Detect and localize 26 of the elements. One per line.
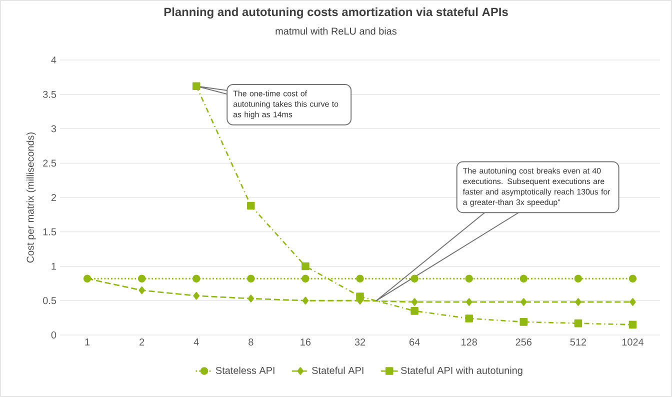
y-tick-label: 3 (51, 125, 56, 132)
y-tick-label: 1 (52, 262, 56, 270)
y-tick-label: 1.5 (43, 228, 56, 236)
x-tick-label: 512 (570, 338, 586, 346)
legend-label: Stateful API (312, 366, 364, 374)
y-tick-label: 0.5 (43, 297, 56, 304)
x-tick-label: 1024 (622, 338, 644, 346)
chart-subtitle: matmul with ReLU and bias (276, 27, 397, 35)
y-axis-title: Cost per matrix (milliseconds) (26, 132, 36, 263)
x-tick-label: 8 (248, 338, 254, 346)
legend-label: Stateful API with autotuning (401, 366, 522, 376)
y-tick-label: 0 (51, 331, 56, 339)
x-tick-label: 2 (140, 338, 144, 346)
x-tick-label: 32 (354, 338, 366, 346)
legend-label: Stateless API (216, 366, 274, 374)
x-tick-label: 128 (462, 338, 477, 346)
y-tick-label: 2 (51, 194, 56, 201)
chart-title: Planning and autotuning costs amortization via stateful APIs (164, 7, 508, 19)
x-tick-label: 4 (194, 338, 199, 346)
x-tick-label: 64 (410, 338, 420, 346)
y-tick-label: 4 (51, 56, 56, 64)
y-tick-label: 2.5 (43, 160, 56, 167)
x-tick-label: 256 (516, 338, 532, 346)
y-tick-label: 3.5 (43, 90, 56, 98)
x-tick-label: 1 (85, 338, 90, 346)
x-tick-label: 16 (300, 338, 311, 346)
